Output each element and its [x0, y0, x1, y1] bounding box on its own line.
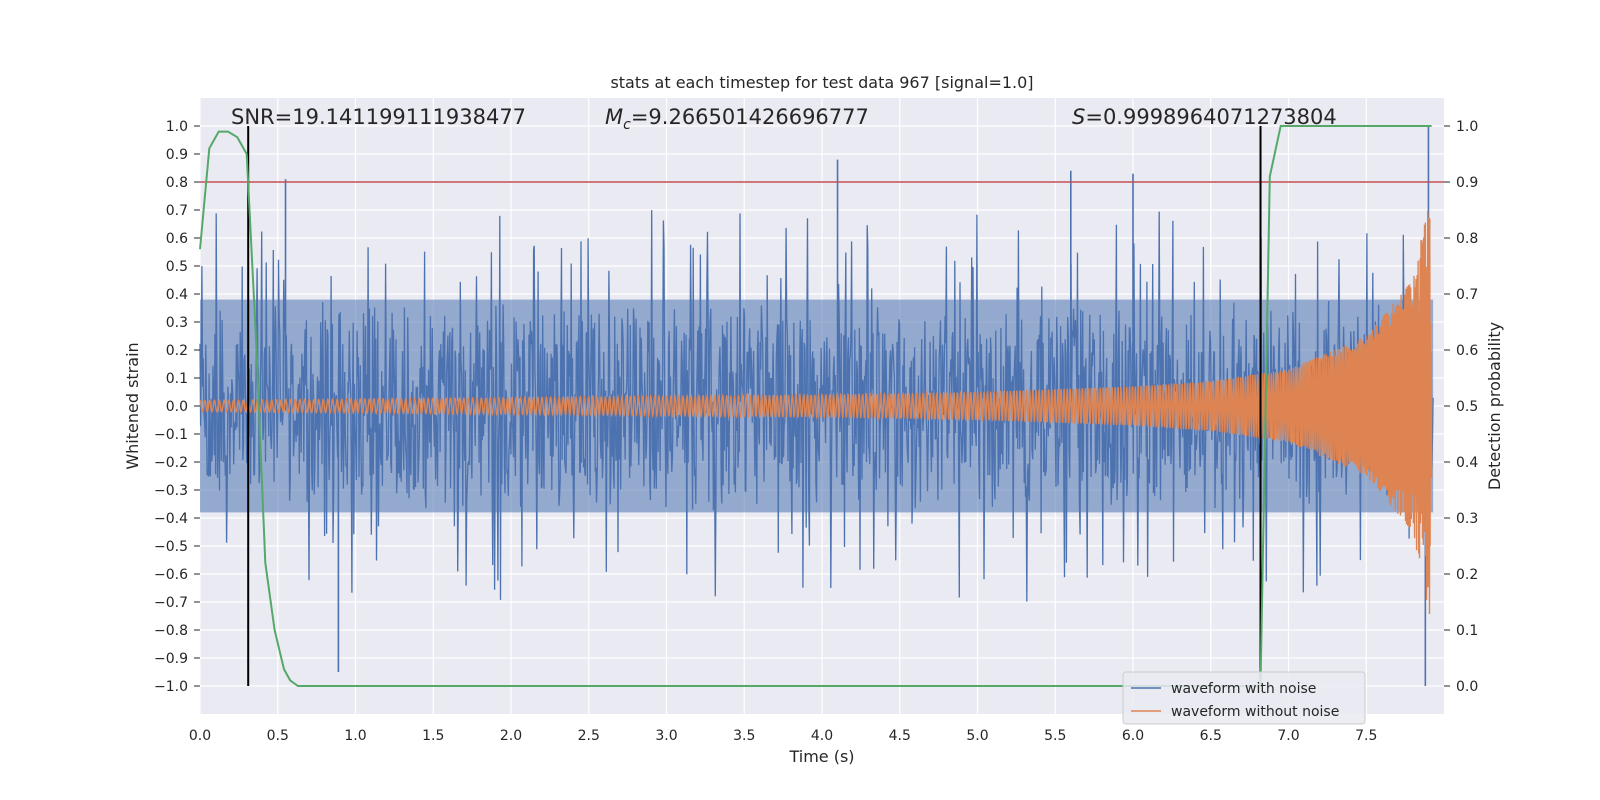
- x-tick-label: 3.0: [655, 728, 677, 744]
- x-axis-label: Time (s): [788, 747, 854, 766]
- y-tick-label: −1.0: [154, 679, 188, 695]
- y2-tick-label: 0.3: [1456, 511, 1478, 527]
- y-tick-label: −0.1: [154, 427, 188, 443]
- x-tick-label: 7.0: [1277, 728, 1299, 744]
- y-tick-label: 0.9: [166, 147, 188, 163]
- mc-subscript: c: [623, 117, 631, 133]
- x-tick-label: 5.5: [1044, 728, 1066, 744]
- y-tick-label: −0.5: [154, 539, 188, 555]
- y-tick-label: −0.6: [154, 567, 188, 583]
- y-tick-label: −0.3: [154, 483, 188, 499]
- x-tick-label: 4.0: [811, 728, 833, 744]
- x-tick-label: 2.0: [500, 728, 522, 744]
- y-tick-label: −0.2: [154, 455, 188, 471]
- legend-label-clean: waveform without noise: [1171, 704, 1339, 720]
- y2-tick-label: 0.8: [1456, 231, 1478, 247]
- mc-symbol: M: [605, 105, 623, 129]
- y-tick-label: 0.5: [166, 259, 188, 275]
- y-tick-label: 0.7: [166, 203, 188, 219]
- y2-axis-label: Detection probability: [1485, 322, 1504, 490]
- overlays: [199, 125, 1444, 687]
- y-tick-label: −0.9: [154, 651, 188, 667]
- s-value: =0.9998964071273804: [1085, 105, 1336, 129]
- y-tick-label: 0.0: [166, 399, 188, 415]
- y2-tick-label: 0.0: [1456, 679, 1478, 695]
- clean-waveform: [199, 210, 1433, 615]
- right-axis-ticks: 1.0 0.9 0.8 0.7 0.6 0.5 0.4 0.3 0.2 0.1 0.0: [1444, 119, 1478, 695]
- x-tick-label: 7.5: [1355, 728, 1377, 744]
- y-tick-label: 1.0: [166, 119, 188, 135]
- y2-tick-label: 1.0: [1456, 119, 1478, 135]
- mc-value: =9.266501426696777: [631, 105, 869, 129]
- y2-tick-label: 0.9: [1456, 175, 1478, 191]
- y-tick-label: 0.6: [166, 231, 188, 247]
- y2-tick-label: 0.5: [1456, 399, 1478, 415]
- left-axis-ticks: 1.0 0.9 0.8 0.7 0.6 0.5 0.4 0.3 0.2 0.1 0.0 −0.1 −0.…: [154, 119, 200, 695]
- x-tick-label: 1.0: [344, 728, 366, 744]
- x-tick-label: 0.0: [189, 728, 211, 744]
- y-tick-label: −0.7: [154, 595, 188, 611]
- x-tick-label: 0.5: [267, 728, 289, 744]
- x-tick-label: 4.5: [889, 728, 911, 744]
- x-tick-label: 1.5: [422, 728, 444, 744]
- mc-annotation: Mc=9.266501426696777: [605, 105, 869, 133]
- y2-tick-label: 0.1: [1456, 623, 1478, 639]
- legend-box: [1122, 671, 1366, 725]
- legend: waveform with noise waveform without noi…: [1122, 671, 1366, 725]
- clean-waveform-line: [199, 210, 1433, 615]
- x-tick-label: 5.0: [966, 728, 988, 744]
- y-tick-label: 0.3: [166, 315, 188, 331]
- x-tick-label: 6.0: [1122, 728, 1144, 744]
- y-tick-label: 0.2: [166, 343, 188, 359]
- chart-title: stats at each timestep for test data 967…: [610, 73, 1033, 92]
- y2-tick-label: 0.4: [1456, 455, 1478, 471]
- y-tick-label: 0.8: [166, 175, 188, 191]
- y2-tick-label: 0.7: [1456, 287, 1478, 303]
- s-symbol: S: [1072, 105, 1085, 129]
- y2-tick-label: 0.6: [1456, 343, 1478, 359]
- x-tick-label: 6.5: [1200, 728, 1222, 744]
- snr-annotation: SNR=19.141199111938477: [231, 105, 526, 129]
- y-tick-label: −0.8: [154, 623, 188, 639]
- y-axis-label: Whitened strain: [123, 342, 142, 469]
- legend-label-noisy: waveform with noise: [1171, 681, 1316, 697]
- detection-probability-line: [199, 125, 1432, 687]
- y-tick-label: −0.4: [154, 511, 188, 527]
- x-axis-ticks: 0.0 0.5 1.0 1.5 2.0 2.5 3.0 3.5 4.0 4.5 5.0 5.5 6.0 6…: [189, 728, 1378, 744]
- s-annotation: S=0.9998964071273804: [1072, 105, 1337, 129]
- x-tick-label: 2.5: [578, 728, 600, 744]
- x-tick-label: 3.5: [733, 728, 755, 744]
- y-tick-label: 0.4: [166, 287, 188, 303]
- y-tick-label: 0.1: [166, 371, 188, 387]
- y2-tick-label: 0.2: [1456, 567, 1478, 583]
